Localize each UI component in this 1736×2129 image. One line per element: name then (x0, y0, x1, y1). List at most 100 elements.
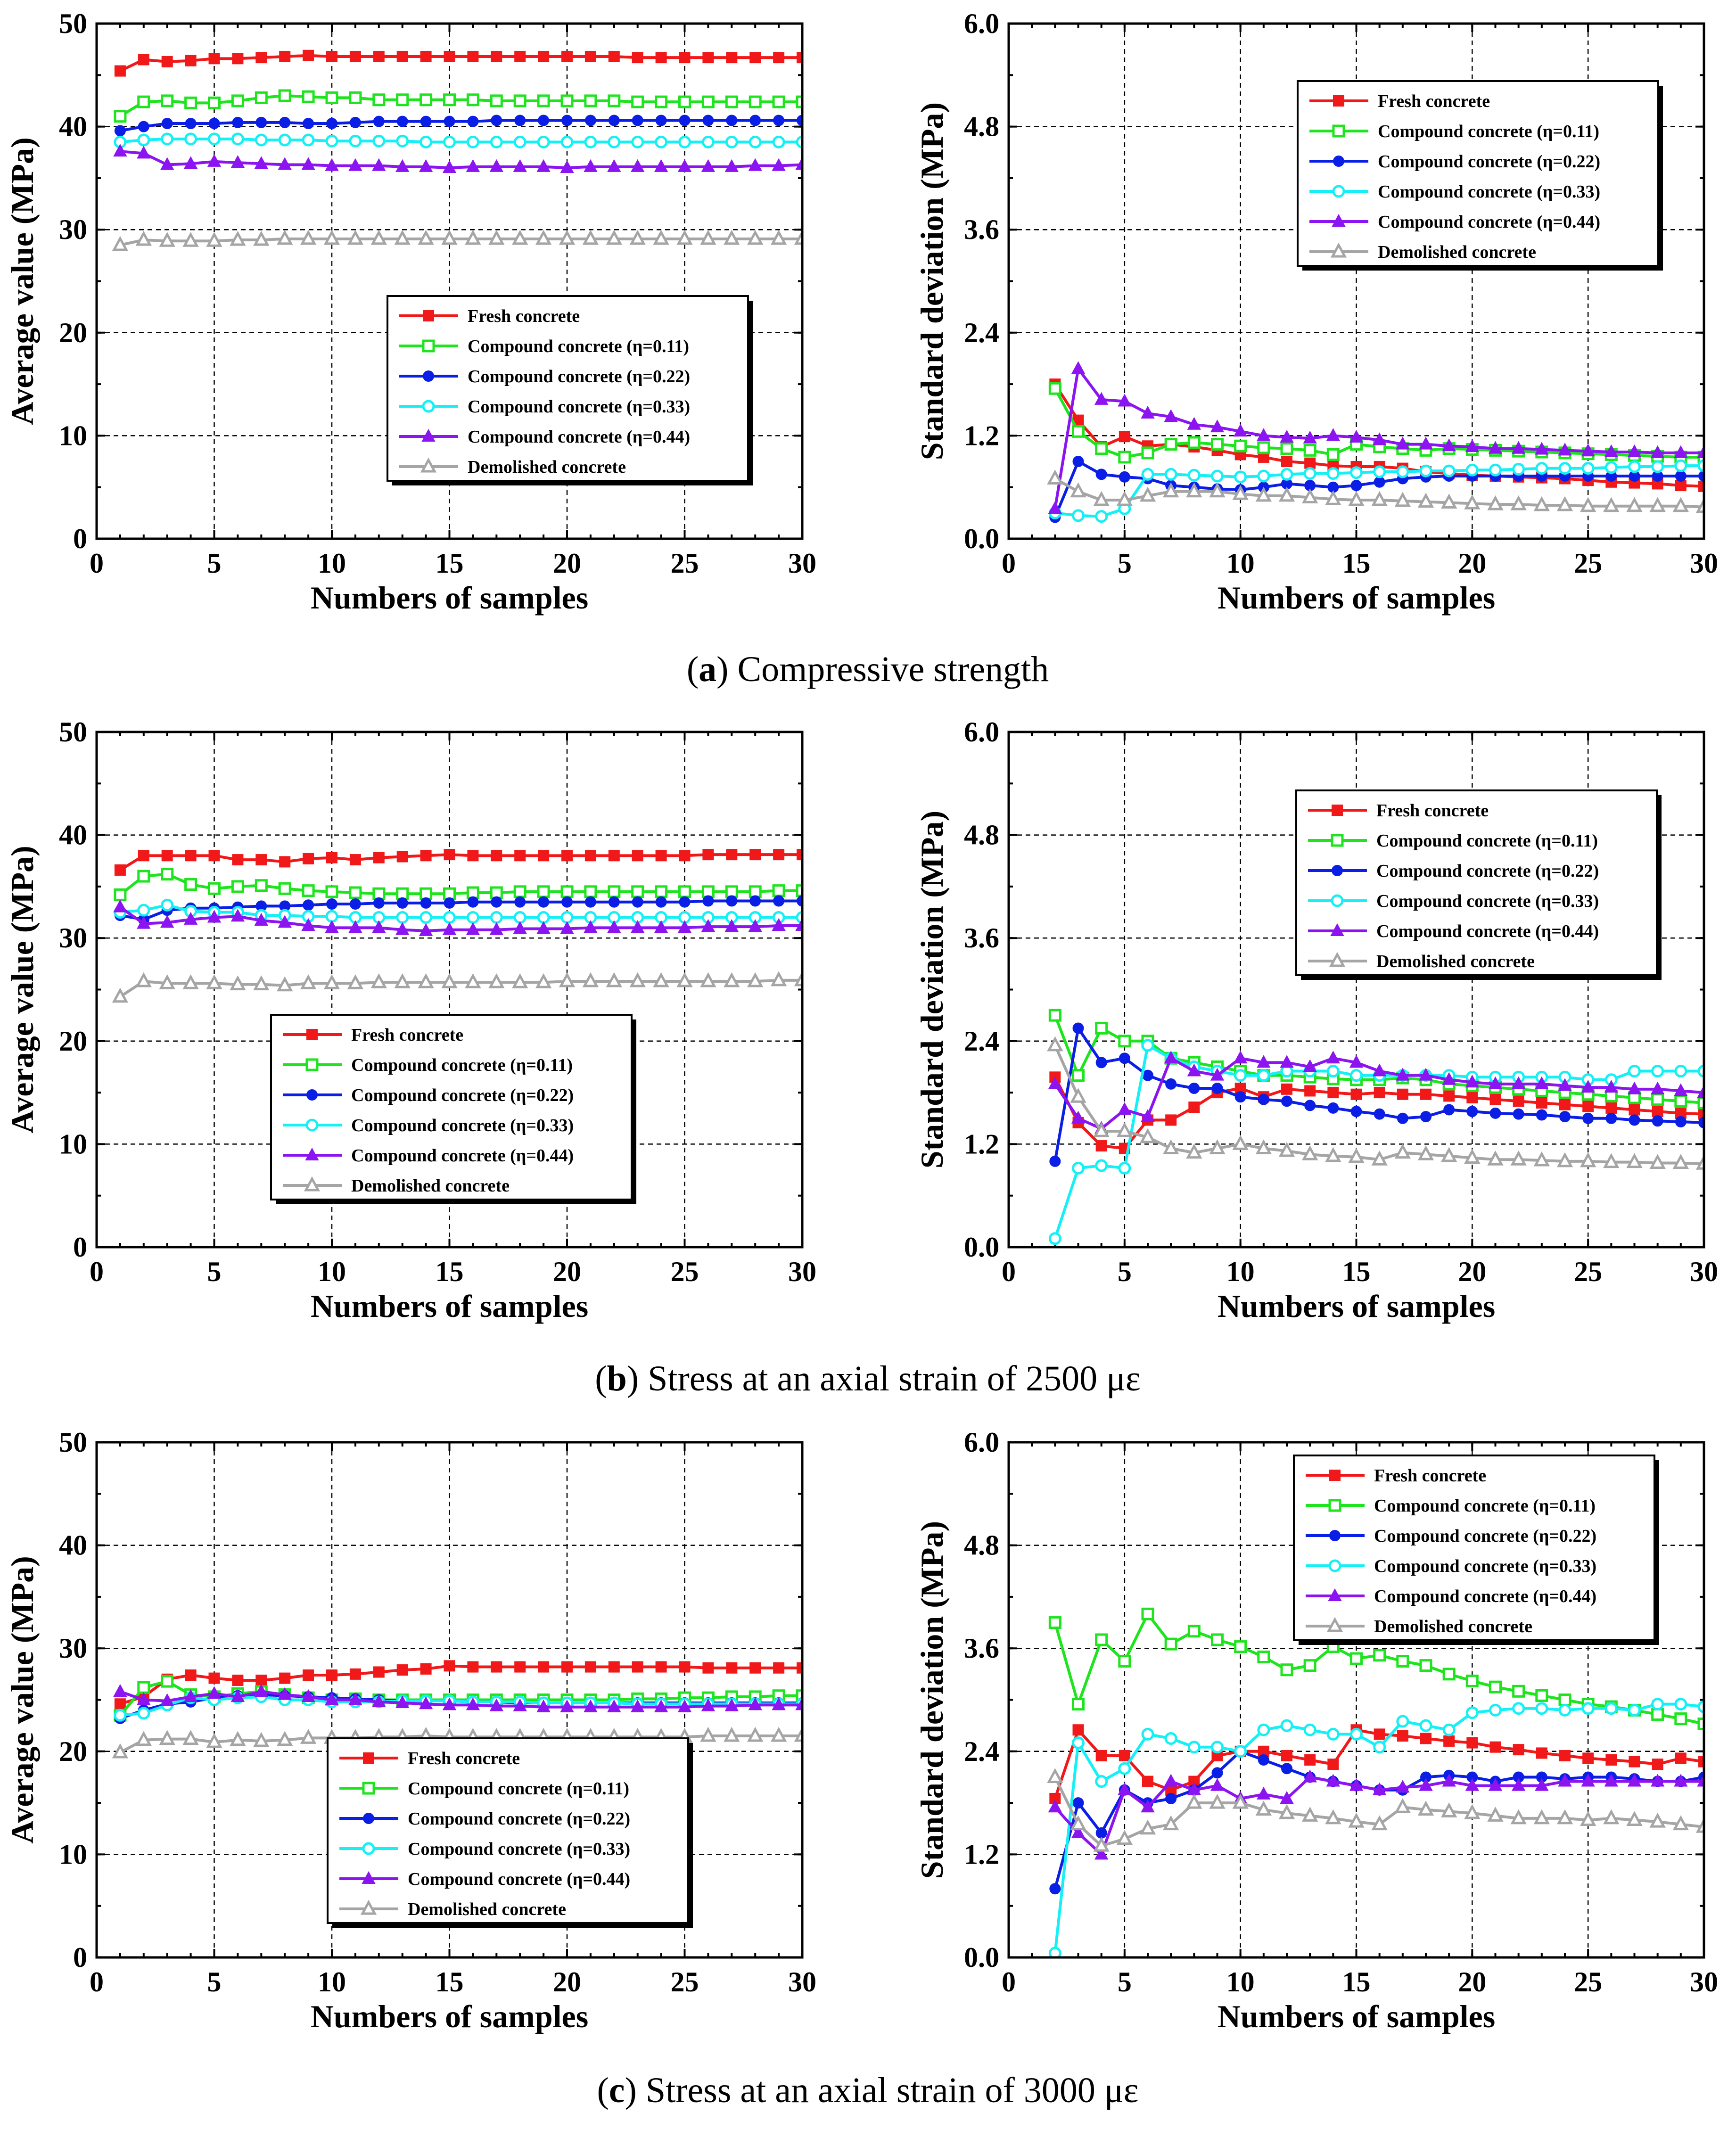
data-point-3 (1628, 1703, 1641, 1717)
data-point-4 (1372, 432, 1387, 445)
caption-label: c (609, 2071, 625, 2110)
data-point-1 (161, 94, 174, 107)
data-point-1 (349, 886, 362, 899)
caption-paren-open: ( (597, 2071, 609, 2110)
x-tick-label: 10 (1226, 1256, 1255, 1287)
data-point-5 (512, 973, 528, 988)
data-point-4 (1442, 1774, 1456, 1787)
data-point-0 (420, 1663, 432, 1675)
data-point-5 (1325, 490, 1341, 505)
data-point-1 (584, 94, 597, 107)
data-point-4 (348, 158, 362, 171)
data-point-4 (1697, 445, 1704, 458)
data-point-4 (348, 920, 362, 933)
y-tick-label: 3.6 (964, 1633, 999, 1664)
data-point-4 (1511, 1778, 1526, 1791)
data-point-0 (1629, 1756, 1640, 1767)
data-point-4 (466, 159, 480, 172)
legend: Fresh concrete Compound concrete (η=0.11)… (1297, 80, 1663, 271)
data-point-0 (726, 1662, 738, 1674)
data-point-5 (1301, 1145, 1318, 1160)
data-point-0 (1489, 1741, 1501, 1753)
data-point-0 (1605, 1102, 1617, 1114)
data-point-5 (300, 230, 317, 245)
data-point-3 (161, 898, 174, 912)
data-point-4 (1233, 1051, 1248, 1064)
data-point-1 (1697, 1718, 1704, 1731)
data-point-5 (1070, 1815, 1086, 1831)
data-point-5 (1510, 1150, 1527, 1166)
legend-marker-0 (1329, 1470, 1341, 1481)
data-point-1 (1211, 1633, 1224, 1646)
data-point-0 (1188, 1101, 1200, 1113)
data-point-5 (135, 1731, 152, 1746)
data-point-4 (466, 922, 480, 935)
data-point-3 (1326, 467, 1340, 480)
data-point-4 (1604, 444, 1619, 458)
data-point-5 (629, 230, 646, 245)
data-point-5 (1278, 486, 1295, 502)
data-point-3 (1095, 1775, 1108, 1788)
data-point-3 (1350, 1727, 1363, 1741)
data-point-4 (325, 158, 339, 171)
data-point-2 (1582, 1112, 1594, 1124)
data-point-4 (395, 159, 410, 172)
y-tick-label: 2.4 (964, 1736, 999, 1767)
chart-b-std: 0 5 10 15 20 25 30 0.0 1.2 2.4 3.6 4.8 6.0 Numbers of… (914, 716, 1718, 1324)
data-point-2 (1466, 1106, 1478, 1118)
data-point-4 (1650, 445, 1665, 458)
data-point-4 (1349, 1055, 1364, 1068)
data-point-4 (1674, 1774, 1688, 1787)
chart-a-avg: 0 5 10 15 20 25 30 0 10 20 30 40 50 Numbers of sample… (4, 8, 816, 616)
data-point-0 (232, 53, 244, 65)
data-point-0 (797, 52, 802, 64)
data-point-4 (677, 920, 692, 933)
data-point-4 (560, 1699, 574, 1712)
data-point-5 (112, 1743, 129, 1759)
data-point-0 (1350, 1088, 1362, 1100)
y-tick-label: 1.2 (964, 420, 999, 451)
data-point-4 (1581, 1080, 1595, 1093)
x-tick-label: 0 (1002, 1966, 1016, 1997)
data-point-0 (749, 849, 761, 861)
y-tick-label: 0 (73, 1232, 87, 1263)
data-point-1 (325, 91, 338, 104)
data-point-5 (182, 231, 199, 247)
data-point-1 (161, 1675, 174, 1688)
data-point-3 (1350, 466, 1363, 479)
data-point-5 (347, 230, 364, 245)
data-point-0 (538, 1661, 550, 1673)
data-point-5 (1487, 1150, 1504, 1166)
x-tick-label: 15 (1342, 548, 1371, 579)
data-point-0 (373, 1666, 385, 1678)
data-point-5 (441, 230, 458, 245)
legend-marker-4 (305, 1147, 319, 1160)
data-point-5 (724, 230, 740, 245)
data-point-4 (1372, 1063, 1387, 1077)
data-point-3 (1628, 1065, 1641, 1078)
legend-label-3: Compound concrete (η=0.33) (408, 1839, 630, 1859)
data-point-0 (1327, 1759, 1339, 1770)
data-point-5 (1255, 1139, 1272, 1155)
data-point-1 (1674, 1094, 1687, 1108)
data-point-3 (325, 910, 338, 923)
data-point-2 (1119, 1052, 1130, 1064)
data-point-0 (114, 65, 126, 77)
data-point-1 (608, 94, 621, 107)
data-point-4 (1419, 1068, 1433, 1081)
data-point-1 (231, 94, 244, 107)
legend-marker-1 (422, 339, 435, 353)
y-axis-title: Standard deviation (MPa) (914, 811, 950, 1168)
data-point-5 (1301, 488, 1318, 504)
data-point-5 (159, 231, 175, 247)
data-point-4 (1071, 1825, 1086, 1838)
data-point-0 (632, 52, 643, 64)
legend-marker-4 (1328, 1588, 1342, 1601)
data-point-3 (701, 135, 715, 148)
data-point-0 (584, 50, 596, 62)
caption-text: Compressive strength (728, 649, 1049, 689)
data-point-5 (724, 972, 740, 987)
x-tick-label: 0 (1002, 548, 1016, 579)
data-point-1 (1187, 436, 1201, 449)
x-tick-label: 10 (318, 1966, 346, 1997)
